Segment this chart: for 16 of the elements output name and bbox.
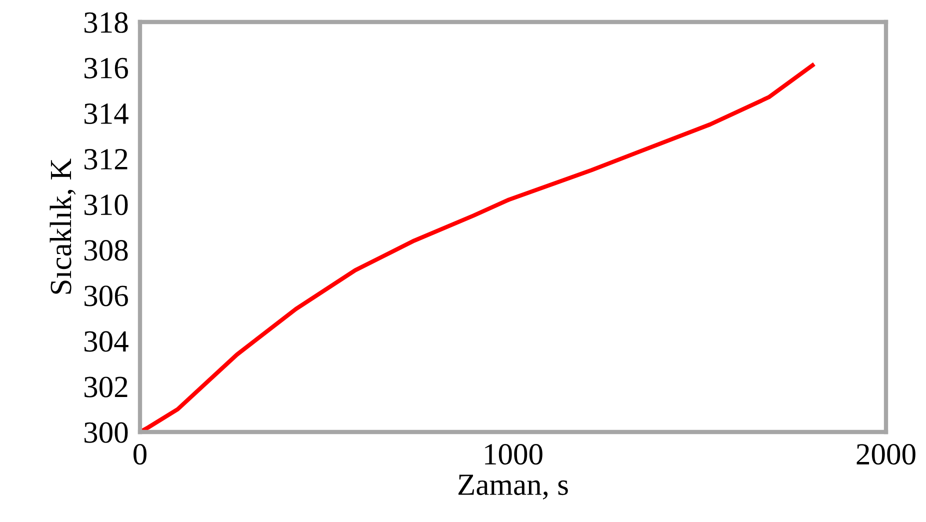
x-tick-label: 0: [134, 444, 146, 465]
y-tick-label: 316: [84, 58, 128, 78]
y-tick-label: 318: [84, 12, 128, 33]
y-tick-label: 314: [84, 103, 128, 124]
y-axis-title: Sıcaklık, K: [50, 158, 76, 294]
y-tick-label: 302: [84, 376, 128, 398]
x-tick-label: 2000: [856, 444, 916, 465]
y-tick-label: 306: [84, 286, 128, 306]
line-series: [140, 63, 815, 432]
y-tick-label: 300: [84, 422, 128, 443]
y-tick-label: 304: [84, 331, 128, 352]
x-axis-title: Zaman, s: [458, 474, 568, 500]
y-tick-label: 308: [84, 240, 128, 261]
y-tick-label: 312: [84, 149, 128, 170]
x-tick-label: 1000: [485, 444, 542, 465]
y-tick-label: 310: [84, 194, 128, 216]
